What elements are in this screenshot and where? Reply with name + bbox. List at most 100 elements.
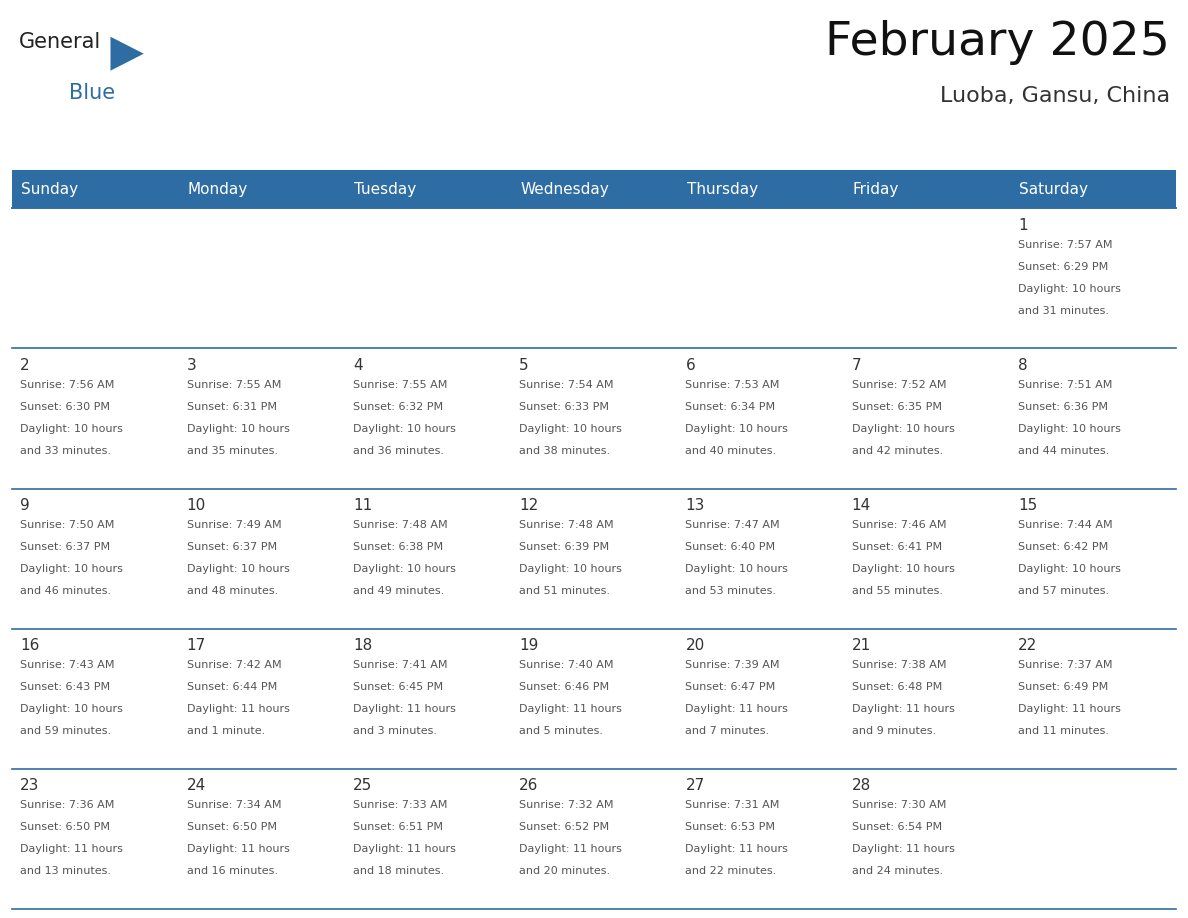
Text: Daylight: 11 hours: Daylight: 11 hours xyxy=(685,844,789,854)
Text: Sunset: 6:37 PM: Sunset: 6:37 PM xyxy=(20,542,110,552)
Text: Daylight: 11 hours: Daylight: 11 hours xyxy=(187,704,290,714)
Text: 21: 21 xyxy=(852,638,871,653)
Bar xyxy=(12,170,1176,208)
Polygon shape xyxy=(110,37,144,71)
Text: Sunset: 6:38 PM: Sunset: 6:38 PM xyxy=(353,542,443,552)
Text: and 48 minutes.: and 48 minutes. xyxy=(187,586,278,596)
Text: Daylight: 10 hours: Daylight: 10 hours xyxy=(187,424,290,433)
Text: Sunset: 6:50 PM: Sunset: 6:50 PM xyxy=(20,822,110,832)
Text: Sunset: 6:47 PM: Sunset: 6:47 PM xyxy=(685,682,776,692)
Text: and 40 minutes.: and 40 minutes. xyxy=(685,446,777,455)
Text: Sunset: 6:30 PM: Sunset: 6:30 PM xyxy=(20,402,110,411)
Text: Sunrise: 7:57 AM: Sunrise: 7:57 AM xyxy=(1018,240,1113,250)
Text: Sunset: 6:50 PM: Sunset: 6:50 PM xyxy=(187,822,277,832)
Text: and 46 minutes.: and 46 minutes. xyxy=(20,586,112,596)
Text: Sunset: 6:54 PM: Sunset: 6:54 PM xyxy=(852,822,942,832)
Text: Daylight: 10 hours: Daylight: 10 hours xyxy=(20,704,124,714)
Text: Sunset: 6:32 PM: Sunset: 6:32 PM xyxy=(353,402,443,411)
Text: and 20 minutes.: and 20 minutes. xyxy=(519,866,611,876)
Text: Sunset: 6:40 PM: Sunset: 6:40 PM xyxy=(685,542,776,552)
Text: Daylight: 11 hours: Daylight: 11 hours xyxy=(519,704,623,714)
Text: Daylight: 11 hours: Daylight: 11 hours xyxy=(685,704,789,714)
Text: and 31 minutes.: and 31 minutes. xyxy=(1018,306,1110,316)
Text: Daylight: 10 hours: Daylight: 10 hours xyxy=(519,564,623,574)
Text: Daylight: 10 hours: Daylight: 10 hours xyxy=(519,424,623,433)
Text: Sunrise: 7:46 AM: Sunrise: 7:46 AM xyxy=(852,520,947,530)
Text: Sunrise: 7:55 AM: Sunrise: 7:55 AM xyxy=(353,380,447,389)
Text: Sunset: 6:48 PM: Sunset: 6:48 PM xyxy=(852,682,942,692)
Text: Sunrise: 7:37 AM: Sunrise: 7:37 AM xyxy=(1018,660,1113,670)
Text: Sunset: 6:53 PM: Sunset: 6:53 PM xyxy=(685,822,776,832)
Text: Monday: Monday xyxy=(188,182,248,196)
Text: Sunset: 6:33 PM: Sunset: 6:33 PM xyxy=(519,402,609,411)
Text: 26: 26 xyxy=(519,778,538,793)
Text: 4: 4 xyxy=(353,358,362,373)
Text: Daylight: 10 hours: Daylight: 10 hours xyxy=(1018,424,1121,433)
Text: and 33 minutes.: and 33 minutes. xyxy=(20,446,112,455)
Text: and 49 minutes.: and 49 minutes. xyxy=(353,586,444,596)
Text: 9: 9 xyxy=(20,498,30,513)
Text: 3: 3 xyxy=(187,358,196,373)
Text: Sunset: 6:52 PM: Sunset: 6:52 PM xyxy=(519,822,609,832)
Text: 2: 2 xyxy=(20,358,30,373)
Text: Thursday: Thursday xyxy=(687,182,758,196)
Text: and 42 minutes.: and 42 minutes. xyxy=(852,446,943,455)
Text: Sunrise: 7:54 AM: Sunrise: 7:54 AM xyxy=(519,380,614,389)
Text: Daylight: 10 hours: Daylight: 10 hours xyxy=(685,564,789,574)
Text: 19: 19 xyxy=(519,638,538,653)
Text: Sunrise: 7:50 AM: Sunrise: 7:50 AM xyxy=(20,520,114,530)
Text: and 51 minutes.: and 51 minutes. xyxy=(519,586,611,596)
Text: Sunrise: 7:33 AM: Sunrise: 7:33 AM xyxy=(353,800,447,810)
Text: Sunrise: 7:34 AM: Sunrise: 7:34 AM xyxy=(187,800,282,810)
Text: Sunrise: 7:56 AM: Sunrise: 7:56 AM xyxy=(20,380,114,389)
Text: 22: 22 xyxy=(1018,638,1037,653)
Text: Sunset: 6:44 PM: Sunset: 6:44 PM xyxy=(187,682,277,692)
Text: Saturday: Saturday xyxy=(1019,182,1088,196)
Text: 11: 11 xyxy=(353,498,372,513)
Text: Daylight: 10 hours: Daylight: 10 hours xyxy=(1018,284,1121,294)
Text: Sunday: Sunday xyxy=(21,182,78,196)
Text: Sunset: 6:45 PM: Sunset: 6:45 PM xyxy=(353,682,443,692)
Text: Sunrise: 7:41 AM: Sunrise: 7:41 AM xyxy=(353,660,448,670)
Text: 5: 5 xyxy=(519,358,529,373)
Text: Sunrise: 7:44 AM: Sunrise: 7:44 AM xyxy=(1018,520,1113,530)
Text: and 57 minutes.: and 57 minutes. xyxy=(1018,586,1110,596)
Text: Sunrise: 7:38 AM: Sunrise: 7:38 AM xyxy=(852,660,947,670)
Text: February 2025: February 2025 xyxy=(826,20,1170,65)
Text: Sunset: 6:35 PM: Sunset: 6:35 PM xyxy=(852,402,942,411)
Text: and 35 minutes.: and 35 minutes. xyxy=(187,446,278,455)
Text: Sunrise: 7:40 AM: Sunrise: 7:40 AM xyxy=(519,660,614,670)
Text: 28: 28 xyxy=(852,778,871,793)
Text: 17: 17 xyxy=(187,638,206,653)
Text: Sunset: 6:51 PM: Sunset: 6:51 PM xyxy=(353,822,443,832)
Text: and 11 minutes.: and 11 minutes. xyxy=(1018,726,1110,736)
Text: 16: 16 xyxy=(20,638,39,653)
Text: Sunset: 6:46 PM: Sunset: 6:46 PM xyxy=(519,682,609,692)
Text: Sunset: 6:43 PM: Sunset: 6:43 PM xyxy=(20,682,110,692)
Text: and 16 minutes.: and 16 minutes. xyxy=(187,866,278,876)
Text: Sunset: 6:37 PM: Sunset: 6:37 PM xyxy=(187,542,277,552)
Text: and 38 minutes.: and 38 minutes. xyxy=(519,446,611,455)
Text: Sunrise: 7:51 AM: Sunrise: 7:51 AM xyxy=(1018,380,1112,389)
Text: Sunrise: 7:55 AM: Sunrise: 7:55 AM xyxy=(187,380,280,389)
Text: Sunset: 6:39 PM: Sunset: 6:39 PM xyxy=(519,542,609,552)
Text: Daylight: 11 hours: Daylight: 11 hours xyxy=(1018,704,1121,714)
Text: and 22 minutes.: and 22 minutes. xyxy=(685,866,777,876)
Text: Daylight: 11 hours: Daylight: 11 hours xyxy=(519,844,623,854)
Text: Sunset: 6:31 PM: Sunset: 6:31 PM xyxy=(187,402,277,411)
Text: 24: 24 xyxy=(187,778,206,793)
Text: 7: 7 xyxy=(852,358,861,373)
Text: Sunset: 6:29 PM: Sunset: 6:29 PM xyxy=(1018,262,1108,272)
Text: Luoba, Gansu, China: Luoba, Gansu, China xyxy=(940,86,1170,106)
Text: Sunrise: 7:52 AM: Sunrise: 7:52 AM xyxy=(852,380,947,389)
Text: Daylight: 11 hours: Daylight: 11 hours xyxy=(187,844,290,854)
Text: and 13 minutes.: and 13 minutes. xyxy=(20,866,112,876)
Text: Daylight: 10 hours: Daylight: 10 hours xyxy=(1018,564,1121,574)
Text: 23: 23 xyxy=(20,778,39,793)
Text: Daylight: 10 hours: Daylight: 10 hours xyxy=(353,564,456,574)
Text: Daylight: 11 hours: Daylight: 11 hours xyxy=(852,844,955,854)
Text: 27: 27 xyxy=(685,778,704,793)
Text: Sunrise: 7:32 AM: Sunrise: 7:32 AM xyxy=(519,800,614,810)
Text: Daylight: 10 hours: Daylight: 10 hours xyxy=(20,564,124,574)
Text: Sunset: 6:42 PM: Sunset: 6:42 PM xyxy=(1018,542,1108,552)
